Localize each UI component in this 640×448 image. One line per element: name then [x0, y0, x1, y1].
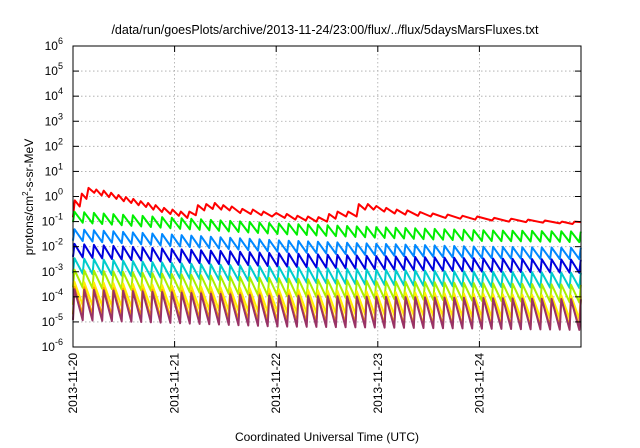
axis-ticks [72, 45, 581, 348]
y-tick-label: 103 [45, 111, 63, 128]
y-tick-label: 100 [45, 187, 63, 204]
chart-title: /data/run/goesPlots/archive/2013-11-24/2… [111, 23, 539, 37]
y-tick-label: 104 [45, 86, 63, 103]
series-line-1 [72, 186, 582, 225]
series-line-4 [72, 242, 582, 274]
y-tick-label: 10-2 [42, 237, 63, 254]
y-tick-label: 10-5 [42, 312, 63, 329]
y-tick-label: 10-1 [42, 212, 63, 229]
y-tick-label: 10-4 [42, 287, 63, 304]
series-line-2 [72, 210, 582, 244]
x-tick-label: 2013-11-24 [472, 353, 486, 414]
series-line-3 [72, 228, 582, 261]
y-tick-label: 10-3 [42, 262, 63, 279]
y-axis-label-prefix: protons/cm [22, 196, 36, 255]
x-tick-labels: 2013-11-20 2013-11-21 2013-11-22 2013-11-23… [66, 353, 486, 414]
x-tick-label: 2013-11-21 [168, 353, 182, 414]
y-tick-label: 106 [45, 36, 63, 53]
y-axis-label-sup: 2 [21, 191, 30, 196]
y-axis-label: protons/cm2-s-sr-MeV [21, 139, 36, 255]
y-tick-labels: 106 105 104 103 102 101 100 10-1 10-2 10-3 10-4 10-… [42, 36, 63, 354]
y-tick-label: 101 [45, 161, 63, 178]
series-line-5 [72, 257, 582, 289]
y-axis-label-suffix: -s-sr-MeV [22, 139, 36, 192]
x-axis-label: Coordinated Universal Time (UTC) [235, 430, 419, 444]
y-tick-label: 10-6 [42, 337, 63, 354]
x-tick-label: 2013-11-20 [66, 353, 80, 414]
x-tick-label: 2013-11-23 [371, 353, 385, 414]
series-line-9 [72, 288, 582, 331]
series-layer [72, 186, 582, 331]
series-line-6 [72, 268, 582, 304]
x-tick-label: 2013-11-22 [269, 353, 283, 414]
y-tick-label: 102 [45, 136, 63, 153]
y-tick-label: 105 [45, 61, 63, 78]
